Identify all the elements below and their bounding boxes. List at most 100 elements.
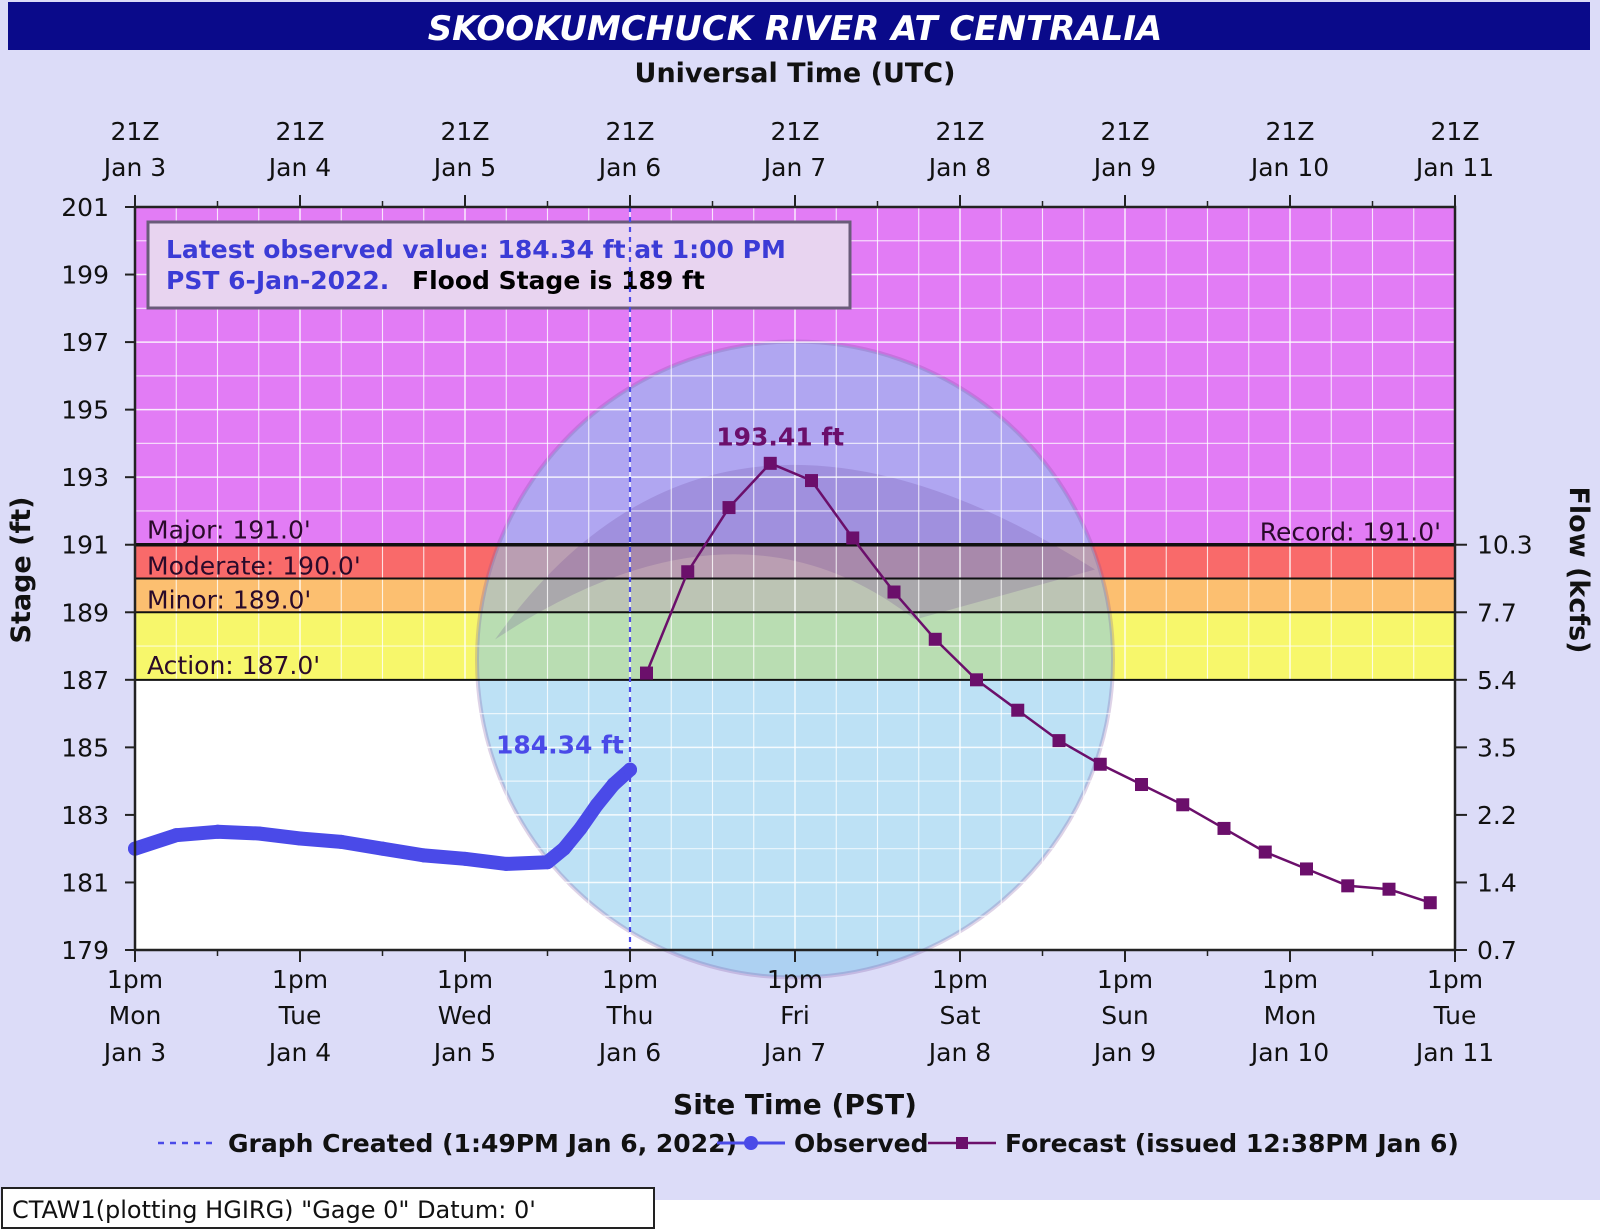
observed-point bbox=[573, 821, 588, 836]
forecast-line bbox=[645, 461, 1431, 904]
top-tick-date: Jan 4 bbox=[267, 153, 331, 182]
annotations: 184.34 ft 193.41 ft bbox=[496, 422, 844, 759]
bottom-tick-day: Sun bbox=[1101, 1001, 1149, 1030]
top-tick-date: Jan 11 bbox=[1414, 153, 1494, 182]
bottom-tick-day: Thu bbox=[606, 1001, 654, 1030]
top-tick-hour: 21Z bbox=[771, 117, 820, 146]
legend-graph-created-label: Graph Created (1:49PM Jan 6, 2022) bbox=[228, 1129, 737, 1158]
y-tick-label: 189 bbox=[61, 598, 109, 627]
top-tick-hour: 21Z bbox=[276, 117, 325, 146]
forecast-point bbox=[763, 456, 777, 470]
observed-point bbox=[590, 797, 604, 812]
observed-point bbox=[458, 851, 472, 866]
bottom-tick-date: Jan 5 bbox=[432, 1038, 496, 1067]
forecast-point bbox=[681, 565, 695, 579]
forecast-point bbox=[1382, 882, 1396, 896]
info-line-2-flood: Flood Stage is 189 ft bbox=[412, 266, 705, 295]
forecast-peak-label: 193.41 ft bbox=[716, 422, 844, 451]
observed-point bbox=[623, 762, 637, 777]
y2-tick-label: 3.5 bbox=[1477, 733, 1517, 762]
x-axis-label: Site Time (PST) bbox=[673, 1088, 917, 1121]
left-axis: 201 199 197 195 193 191 189 187 185 183 181 179 bbox=[61, 193, 135, 965]
y-tick-label: 191 bbox=[61, 531, 109, 560]
y2-tick-label: 0.7 bbox=[1477, 936, 1517, 965]
forecast-point bbox=[1217, 821, 1231, 835]
info-line-1: Latest observed value: 184.34 ft at 1:00… bbox=[166, 235, 786, 264]
bottom-tick-time: 1pm bbox=[272, 965, 328, 994]
forecast-point bbox=[640, 666, 653, 680]
y2-tick-label: 1.4 bbox=[1477, 868, 1517, 897]
y-tick-label: 195 bbox=[61, 396, 109, 425]
observed-series bbox=[128, 762, 637, 871]
legend-forecast-label: Forecast (issued 12:38PM Jan 6) bbox=[1005, 1129, 1459, 1158]
top-tick-hour: 21Z bbox=[1101, 117, 1150, 146]
bottom-tick-day: Fri bbox=[780, 1001, 810, 1030]
info-line-2: PST 6-Jan-2022. Flood Stage is 189 ft bbox=[166, 266, 705, 295]
minor-label: Minor: 189.0' bbox=[147, 585, 311, 614]
bottom-tick-time: 1pm bbox=[1097, 965, 1153, 994]
y-tick-label: 187 bbox=[61, 666, 109, 695]
top-tick-date: Jan 8 bbox=[927, 153, 991, 182]
observed-point bbox=[375, 841, 390, 856]
y-tick-label: 185 bbox=[61, 733, 109, 762]
info-box-frame bbox=[146, 220, 852, 310]
footer-box bbox=[1, 1187, 655, 1229]
observed-point bbox=[557, 841, 571, 856]
bottom-tick-time: 1pm bbox=[767, 965, 823, 994]
moderate-label: Moderate: 190.0' bbox=[147, 552, 361, 581]
y2-tick-label: 2.2 bbox=[1477, 801, 1517, 830]
record-label: Record: 191.0' bbox=[1260, 518, 1441, 547]
y-tick-label: 183 bbox=[61, 801, 109, 830]
top-tick-hour: 21Z bbox=[1431, 117, 1480, 146]
y-tick-label: 201 bbox=[61, 193, 109, 222]
observed-point bbox=[606, 777, 621, 792]
forecast-point bbox=[1423, 896, 1437, 910]
legend-observed-marker bbox=[744, 1136, 758, 1150]
info-box: Latest observed value: 184.34 ft at 1:00… bbox=[146, 220, 852, 310]
bottom-tick-day: Tue bbox=[278, 1001, 322, 1030]
y2-axis-label: Flow (kcfs) bbox=[1563, 486, 1594, 653]
top-tick-date: Jan 9 bbox=[1092, 153, 1156, 182]
right-axis: 10.3 7.7 5.4 3.5 2.2 1.4 0.7 bbox=[1455, 531, 1533, 965]
top-tick-date: Jan 6 bbox=[597, 153, 661, 182]
bottom-tick-date: Jan 6 bbox=[597, 1038, 661, 1067]
forecast-point bbox=[887, 585, 901, 599]
forecast-series bbox=[640, 456, 1437, 910]
title-bar bbox=[8, 2, 1590, 50]
forecast-point bbox=[928, 632, 942, 646]
observed-value-label: 184.34 ft bbox=[496, 731, 624, 760]
y2-tick-label: 10.3 bbox=[1477, 531, 1533, 560]
top-tick-date: Jan 3 bbox=[102, 153, 166, 182]
footer-text: CTAW1(plotting HGIRG) "Gage 0" Datum: 0' bbox=[12, 1196, 536, 1224]
bottom-tick-date: Jan 9 bbox=[1092, 1038, 1156, 1067]
y-tick-label: 199 bbox=[61, 261, 109, 290]
forecast-point bbox=[1011, 703, 1025, 717]
observed-line bbox=[128, 762, 637, 871]
y2-tick-label: 7.7 bbox=[1477, 598, 1517, 627]
observed-point bbox=[169, 828, 184, 843]
top-axis-label: Universal Time (UTC) bbox=[635, 58, 956, 89]
bottom-tick-date: Jan 7 bbox=[762, 1038, 826, 1067]
legend-forecast-marker bbox=[956, 1137, 968, 1149]
top-tick-hour: 21Z bbox=[111, 117, 160, 146]
bottom-tick-day: Tue bbox=[1433, 1001, 1477, 1030]
top-tick-hour: 21Z bbox=[606, 117, 655, 146]
bottom-tick-day: Mon bbox=[109, 1001, 162, 1030]
bottom-tick-date: Jan 11 bbox=[1414, 1038, 1494, 1067]
bottom-tick-day: Mon bbox=[1264, 1001, 1317, 1030]
bottom-tick-time: 1pm bbox=[602, 965, 658, 994]
top-tick-date: Jan 5 bbox=[432, 153, 496, 182]
bottom-tick-time: 1pm bbox=[932, 965, 988, 994]
category-labels: Major: 191.0' Moderate: 190.0' Minor: 189.… bbox=[147, 516, 1441, 680]
forecast-point bbox=[1135, 778, 1148, 792]
bottom-tick-date: Jan 10 bbox=[1249, 1038, 1329, 1067]
major-label: Major: 191.0' bbox=[147, 516, 311, 545]
observed-point bbox=[499, 856, 514, 871]
top-tick-date: Jan 7 bbox=[762, 153, 826, 182]
y-tick-label: 179 bbox=[61, 936, 109, 965]
chart-title: SKOOKUMCHUCK RIVER AT CENTRALIA bbox=[428, 9, 1163, 49]
forecast-point bbox=[722, 501, 736, 515]
forecast-point bbox=[846, 531, 860, 545]
bottom-axis: 1pm Mon Jan 3 1pm Tue Jan 4 1pm Wed Jan 5 1pm Thu J… bbox=[102, 950, 1494, 1067]
